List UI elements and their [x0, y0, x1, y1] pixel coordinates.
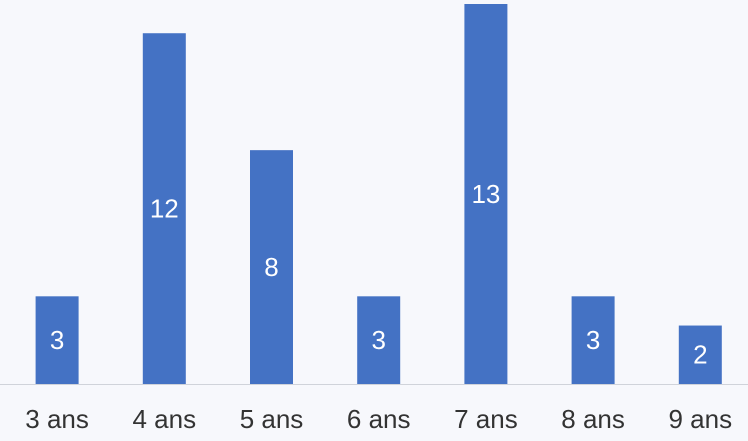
data-label: 3 [50, 325, 64, 355]
data-label: 13 [471, 179, 500, 209]
bar [250, 150, 293, 384]
x-tick-label: 5 ans [240, 404, 304, 434]
x-tick-label: 9 ans [668, 404, 732, 434]
x-tick-label: 7 ans [454, 404, 518, 434]
data-label: 8 [264, 252, 278, 282]
data-label: 3 [586, 325, 600, 355]
x-tick-label: 4 ans [132, 404, 196, 434]
bar [678, 325, 722, 384]
bar [464, 4, 508, 384]
bar [35, 296, 79, 384]
data-label: 3 [371, 325, 385, 355]
x-tick-label: 6 ans [347, 404, 411, 434]
x-tick-label: 8 ans [561, 404, 625, 434]
bar [142, 33, 186, 384]
bar [357, 296, 401, 384]
data-label: 2 [693, 340, 707, 370]
bar [571, 296, 615, 384]
x-tick-label: 3 ans [25, 404, 89, 434]
data-label: 12 [150, 193, 179, 223]
